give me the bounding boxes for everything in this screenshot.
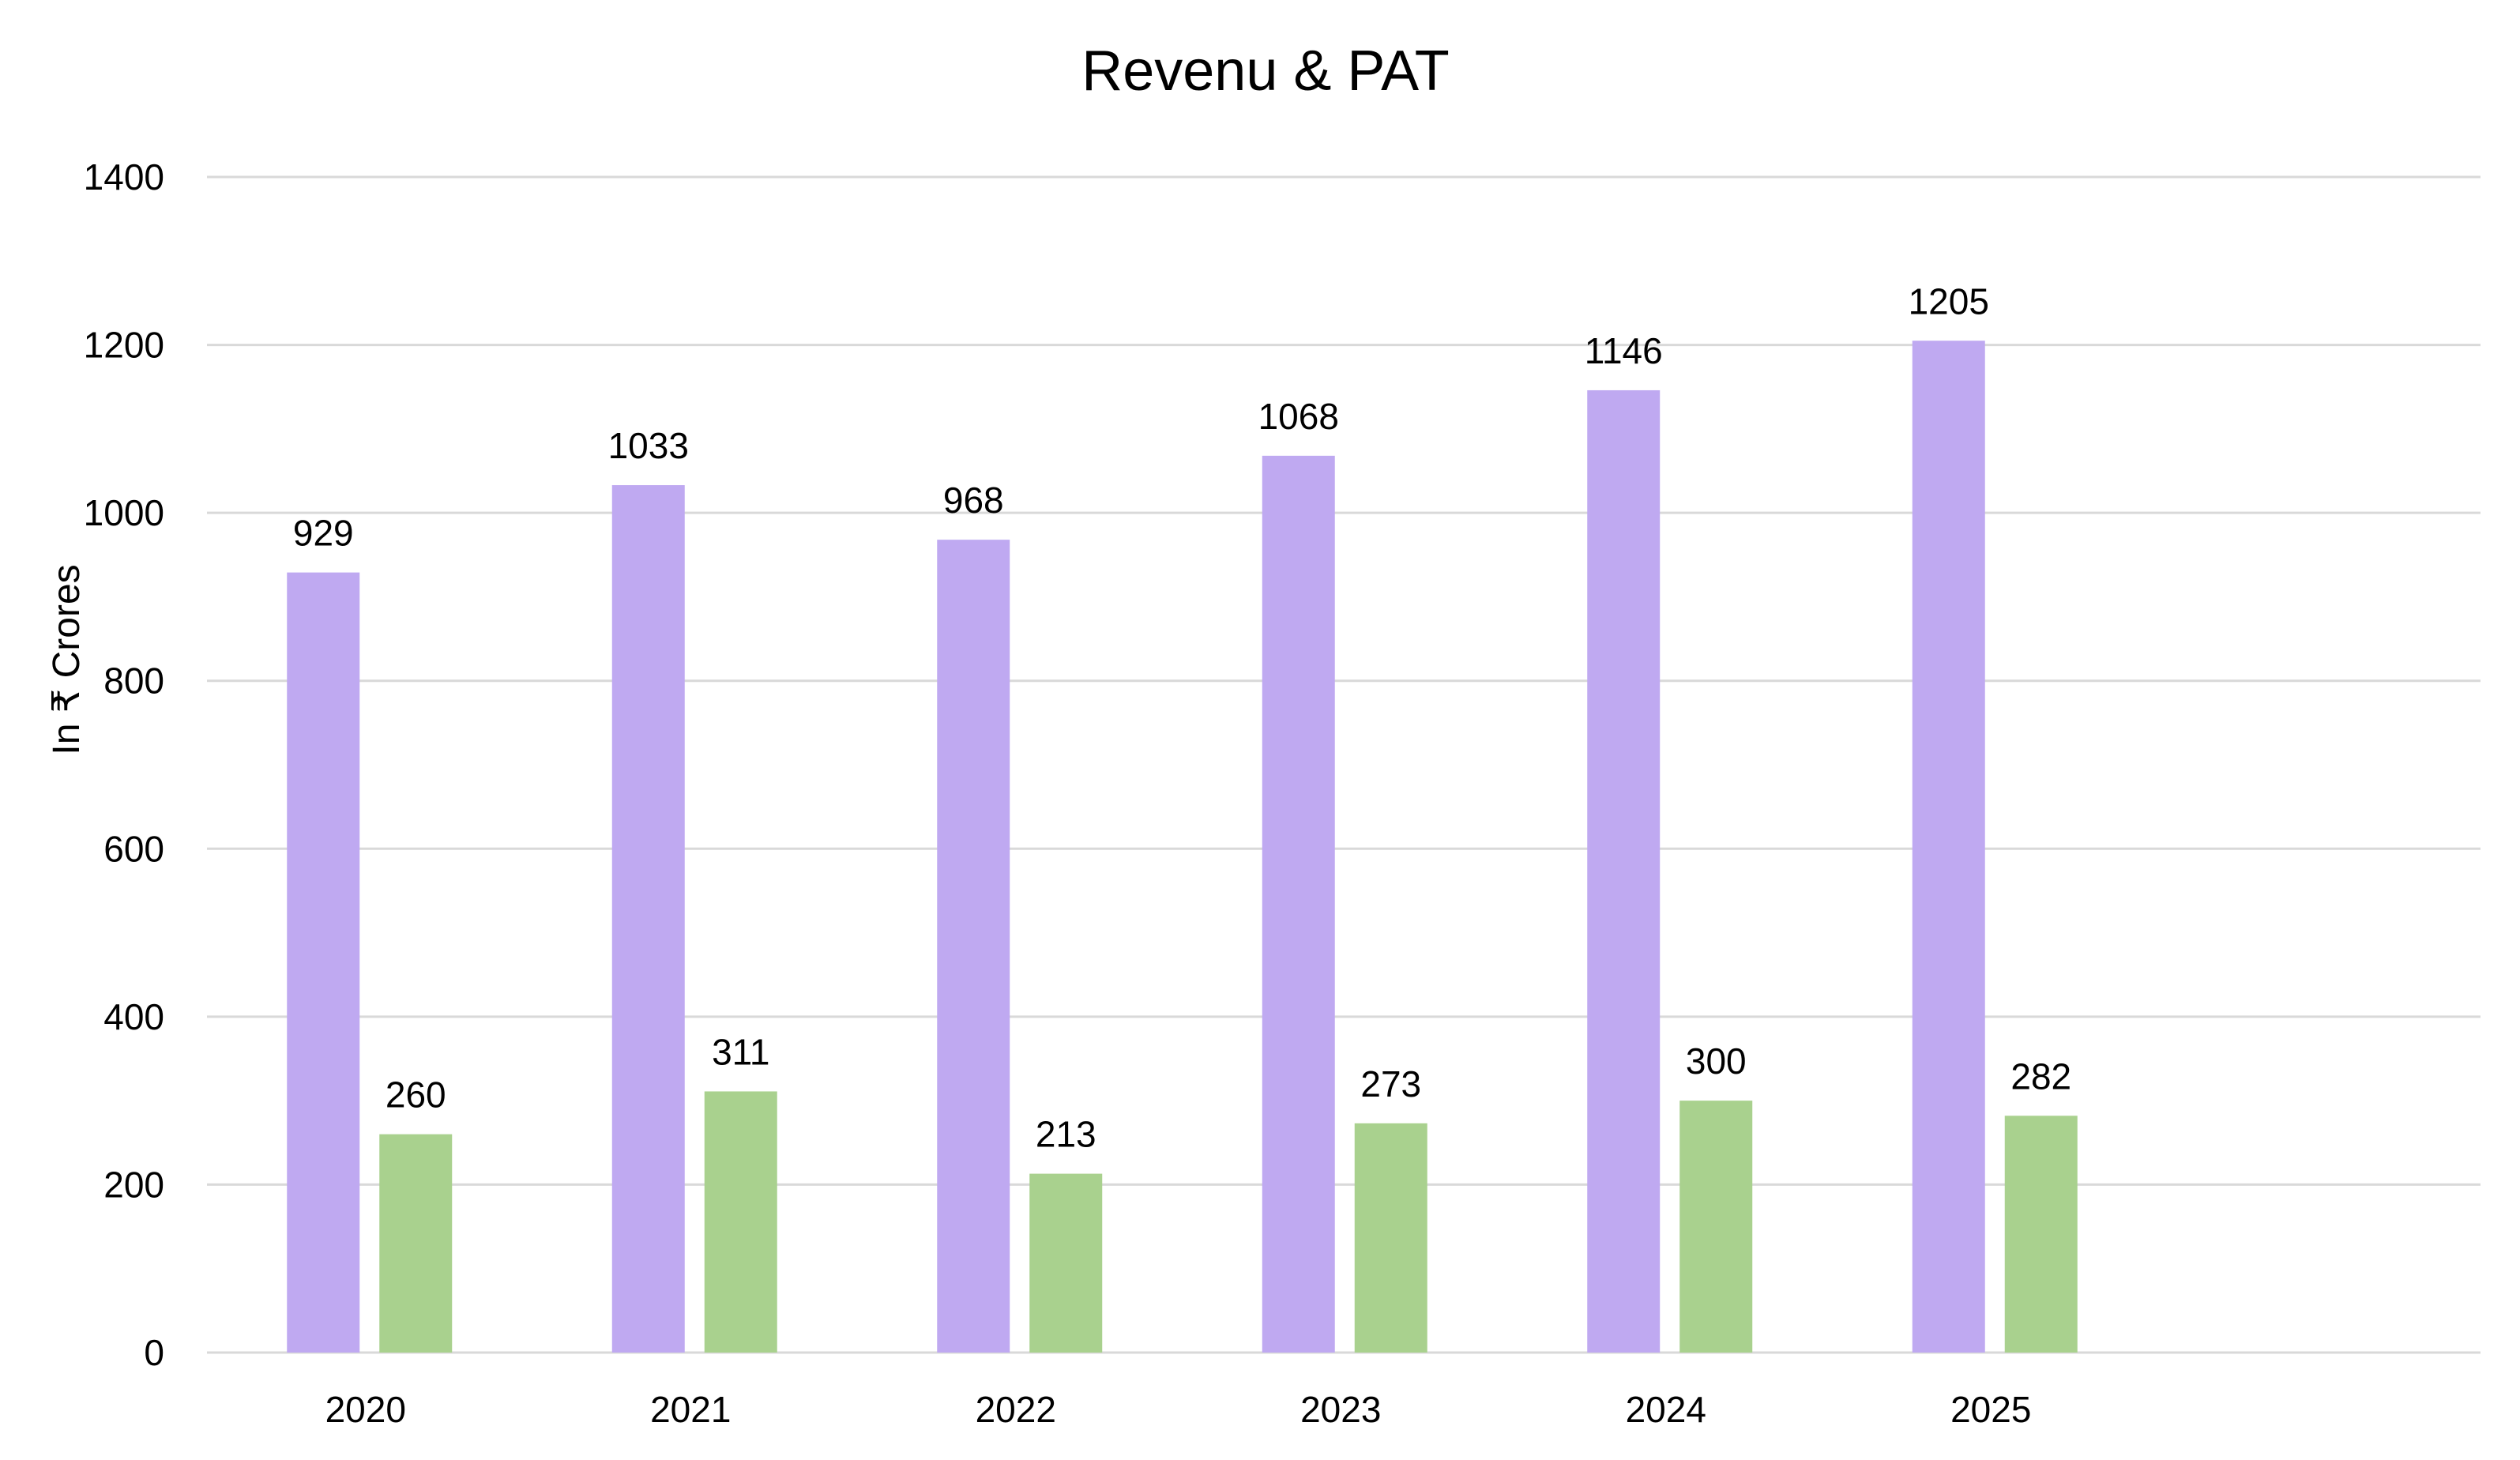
y-tick-label: 1400: [84, 156, 164, 198]
data-labels: 929 260 1033 311 968 213 1068 273 1146 300 1205 282: [293, 280, 2071, 1154]
y-tick-label: 200: [103, 1164, 164, 1205]
y-tick-label: 400: [103, 996, 164, 1037]
gridlines: [207, 175, 2481, 1354]
y-axis-title: In ₹ Crores: [46, 564, 88, 754]
bar-series1-2025: [1912, 341, 1985, 1353]
data-label-series2-2024: 300: [1686, 1040, 1747, 1082]
data-label-series1-2022: 968: [943, 480, 1004, 521]
chart-title: Revenu & PAT: [1081, 40, 1450, 103]
data-label-series1-2024: 1146: [1585, 330, 1663, 371]
data-label-series2-2020: 260: [386, 1074, 446, 1116]
y-axis-tick-labels: 0 200 400 600 800 1000 1200 1400: [84, 156, 164, 1373]
bar-series2-2025: [2004, 1116, 2078, 1353]
bar-series1-2022: [937, 540, 1010, 1353]
data-label-series1-2023: 1068: [1258, 396, 1339, 437]
data-label-series1-2020: 929: [293, 513, 354, 554]
y-tick-label: 800: [103, 660, 164, 702]
bar-series1-2021: [611, 485, 685, 1353]
bar-series2-2024: [1679, 1101, 1753, 1353]
x-tick-label: 2024: [1626, 1389, 1706, 1430]
bar-series1-2023: [1262, 455, 1335, 1353]
x-tick-label: 2021: [650, 1389, 731, 1430]
data-label-series1-2025: 1205: [1909, 280, 1989, 322]
bar-series2-2022: [1029, 1173, 1103, 1353]
y-tick-label: 0: [144, 1332, 164, 1373]
x-axis-tick-labels: 2020 2021 2022 2023 2024 2025: [325, 1389, 2032, 1430]
data-label-series2-2025: 282: [2010, 1055, 2071, 1097]
y-tick-label: 1200: [84, 325, 164, 366]
bar-series2-2023: [1354, 1123, 1427, 1353]
bar-series1-2024: [1587, 389, 1661, 1353]
x-tick-label: 2025: [1950, 1389, 2031, 1430]
x-tick-label: 2023: [1300, 1389, 1381, 1430]
data-label-series2-2023: 273: [1360, 1063, 1421, 1104]
x-tick-label: 2020: [325, 1389, 406, 1430]
data-label-series1-2021: 1033: [608, 425, 689, 466]
y-tick-label: 600: [103, 828, 164, 869]
bar-series1-2020: [287, 572, 360, 1353]
bar-series2-2021: [704, 1091, 777, 1353]
bars: [287, 341, 2078, 1353]
y-tick-label: 1000: [84, 492, 164, 533]
x-tick-label: 2022: [976, 1389, 1056, 1430]
data-label-series2-2021: 311: [712, 1031, 769, 1072]
bar-series2-2020: [379, 1134, 453, 1353]
data-label-series2-2022: 213: [1036, 1114, 1096, 1155]
